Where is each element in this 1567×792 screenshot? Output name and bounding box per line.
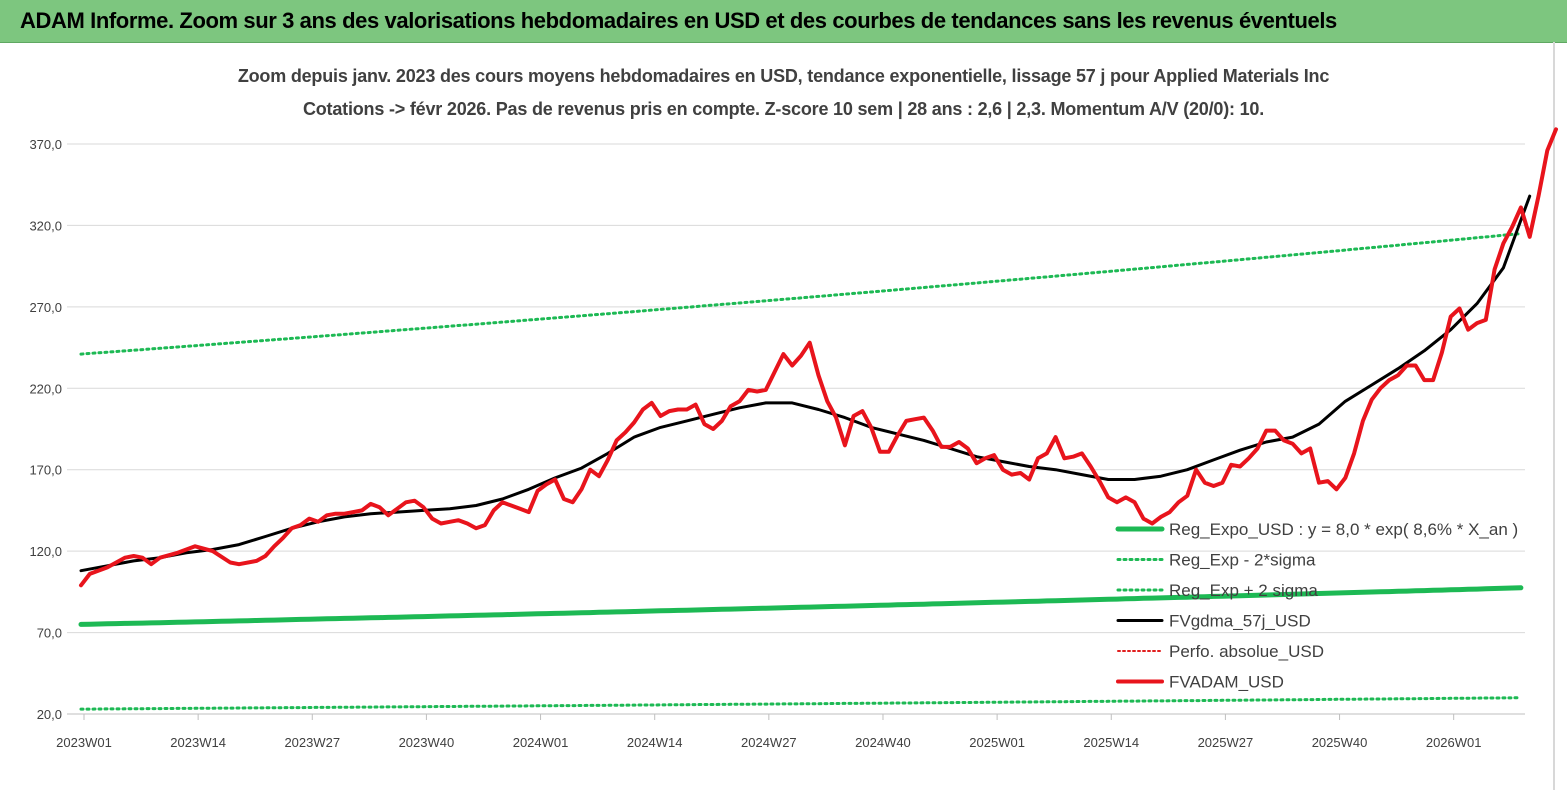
y-tick-label: 70,0	[37, 626, 62, 641]
y-tick-label: 20,0	[37, 707, 62, 722]
series-line-2	[79, 232, 1523, 356]
y-tick-label: 170,0	[29, 463, 62, 478]
series-line-5	[79, 127, 1558, 588]
x-tick-label: 2023W27	[284, 735, 340, 750]
x-tick-label: 2023W01	[56, 735, 112, 750]
legend-label: FVADAM_USD	[1169, 673, 1284, 692]
legend: Reg_Expo_USD : y = 8,0 * exp( 8,6% * X_a…	[1115, 520, 1518, 692]
series-lines	[78, 127, 1558, 711]
y-tick-label: 120,0	[29, 544, 62, 559]
legend-label: Reg_Exp + 2 sigma	[1169, 581, 1318, 600]
chart-title-line-1: Zoom depuis janv. 2023 des cours moyens …	[237, 66, 1330, 86]
report-title: ADAM Informe. Zoom sur 3 ans des valoris…	[20, 8, 1337, 33]
x-tick-label: 2024W14	[627, 735, 683, 750]
series-line-1	[79, 696, 1523, 711]
legend-label: Perfo. absolue_USD	[1169, 642, 1324, 661]
x-tick-label: 2023W40	[399, 735, 455, 750]
x-tick-label: 2024W01	[513, 735, 569, 750]
y-axis-ticks: 20,0 70,0 120,0 170,0 220,0 270,0 320,0 370,0	[29, 137, 62, 722]
legend-label: Reg_Exp - 2*sigma	[1169, 551, 1316, 570]
legend-label: Reg_Expo_USD : y = 8,0 * exp( 8,6% * X_a…	[1169, 520, 1518, 539]
x-tick-label: 2023W14	[170, 735, 226, 750]
frame-border	[1553, 42, 1555, 790]
x-axis-ticks: 2023W01 2023W14 2023W27 2023W40 2024W01 2024W…	[56, 714, 1482, 750]
x-tick-label: 2025W40	[1312, 735, 1368, 750]
x-tick-label: 2024W40	[855, 735, 911, 750]
x-tick-label: 2025W14	[1083, 735, 1139, 750]
legend-label: FVgdma_57j_USD	[1169, 612, 1311, 631]
y-tick-label: 320,0	[29, 218, 62, 233]
y-tick-label: 270,0	[29, 300, 62, 315]
chart-title-line-2: Cotations -> févr 2026. Pas de revenus p…	[302, 99, 1265, 119]
report-banner: ADAM Informe. Zoom sur 3 ans des valoris…	[0, 0, 1567, 43]
y-tick-label: 220,0	[29, 381, 62, 396]
x-tick-label: 2024W27	[741, 735, 797, 750]
series-line-0	[78, 585, 1524, 627]
x-tick-label: 2025W01	[969, 735, 1025, 750]
x-tick-label: 2025W27	[1198, 735, 1254, 750]
x-tick-label: 2026W01	[1426, 735, 1482, 750]
y-tick-label: 370,0	[29, 137, 62, 152]
